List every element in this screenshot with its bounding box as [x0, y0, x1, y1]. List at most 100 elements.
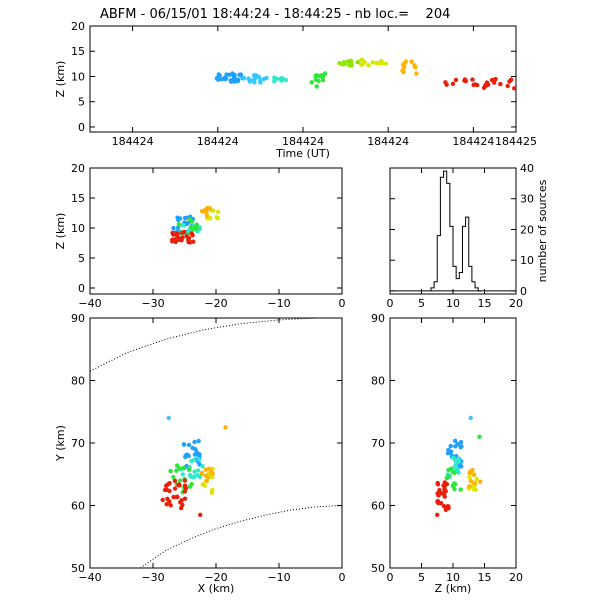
source-point: [370, 60, 375, 65]
source-point: [187, 472, 193, 478]
source-point: [468, 415, 473, 421]
source-point: [435, 482, 441, 487]
source-point: [320, 77, 326, 83]
source-point: [313, 77, 319, 82]
source-point: [458, 440, 464, 445]
source-point: [402, 61, 407, 66]
x-tick-label: 184424: [282, 135, 324, 148]
source-point: [160, 497, 165, 503]
source-point: [174, 468, 179, 473]
source-point: [198, 512, 203, 518]
source-point: [445, 503, 451, 509]
source-point: [401, 65, 407, 70]
y-tick-label: 80: [71, 375, 85, 388]
x-tick-label: −10: [267, 571, 290, 584]
y-tick-label: 60: [371, 500, 385, 513]
y-tick-label: 50: [71, 562, 85, 575]
source-point: [207, 205, 212, 211]
data-layer: [170, 205, 221, 245]
x-tick-label: 184424: [197, 135, 239, 148]
source-point: [204, 478, 210, 484]
source-point: [171, 225, 176, 231]
source-point: [168, 503, 173, 508]
source-point: [193, 447, 198, 452]
source-point: [232, 78, 237, 83]
source-point: [366, 63, 371, 68]
panel-x_y: −40 −30 −20 −10 0 50 60 70 80 90 X (km) Y (km): [54, 312, 346, 595]
y-tick-label: 70: [371, 437, 385, 450]
x-tick-label: 184425: [495, 135, 537, 148]
x-tick-label: 20: [509, 571, 523, 584]
source-point: [505, 83, 510, 89]
y-axis-label: number of sources: [536, 179, 549, 282]
y-tick-label: 90: [371, 312, 385, 325]
source-point: [435, 512, 440, 518]
source-point: [215, 209, 221, 215]
y-axis-label: Y (km): [54, 425, 67, 462]
source-point: [186, 235, 192, 241]
source-point: [498, 81, 503, 87]
y-tick-label: 15: [71, 45, 85, 58]
source-point: [177, 478, 183, 483]
source-point: [241, 75, 246, 80]
x-tick-label: −40: [78, 297, 101, 310]
source-point: [253, 73, 259, 78]
source-point: [448, 466, 454, 471]
source-point: [170, 237, 175, 242]
source-point: [458, 444, 463, 450]
source-point: [238, 72, 244, 77]
y-tick-label: 0: [78, 121, 85, 134]
source-point: [278, 76, 283, 82]
source-point: [409, 59, 414, 64]
source-point: [489, 77, 495, 83]
source-point: [181, 442, 187, 447]
source-point: [200, 482, 206, 487]
plot-frame: [89, 167, 343, 295]
source-point: [208, 215, 213, 221]
source-point: [246, 76, 251, 81]
y-tick-label: 70: [71, 437, 85, 450]
source-point: [401, 70, 406, 75]
source-point: [200, 463, 205, 469]
source-point: [192, 452, 198, 457]
x-tick-label: 184424: [367, 135, 409, 148]
plot-frame: [89, 317, 343, 569]
x-axis-label: Time (UT): [275, 147, 330, 160]
source-point: [199, 470, 205, 476]
panel-x_z: −40 −30 −20 −10 0 0 5 10 15 20 Z (km): [54, 162, 346, 310]
source-point: [227, 72, 232, 78]
source-point: [446, 447, 451, 453]
y-tick-label: 10: [520, 254, 534, 267]
source-point: [458, 487, 463, 492]
source-point: [470, 77, 475, 82]
source-point: [210, 487, 215, 493]
source-point: [210, 471, 215, 476]
source-point: [192, 439, 197, 445]
source-point: [322, 71, 328, 76]
x-tick-label: 15: [478, 297, 492, 310]
x-tick-label: −20: [204, 297, 227, 310]
x-tick-label: 184424: [112, 135, 154, 148]
y-axis-label: Z (km): [54, 61, 67, 98]
source-point: [181, 229, 187, 235]
source-point: [309, 80, 314, 85]
source-point: [314, 84, 319, 89]
y-tick-label: 20: [520, 223, 534, 236]
y-tick-label: 20: [71, 162, 85, 175]
source-point: [190, 239, 196, 244]
source-point: [176, 222, 182, 227]
source-point: [507, 79, 512, 84]
source-point: [313, 73, 318, 79]
source-point: [462, 78, 467, 83]
y-tick-label: 0: [520, 285, 527, 298]
data-layer: [90, 318, 342, 568]
x-tick-label: 184424: [452, 135, 494, 148]
source-point: [446, 474, 451, 479]
source-point: [474, 476, 479, 482]
source-point: [167, 481, 172, 486]
source-point: [199, 208, 205, 214]
source-point: [444, 481, 449, 487]
source-point: [493, 76, 498, 82]
source-point: [181, 465, 186, 471]
